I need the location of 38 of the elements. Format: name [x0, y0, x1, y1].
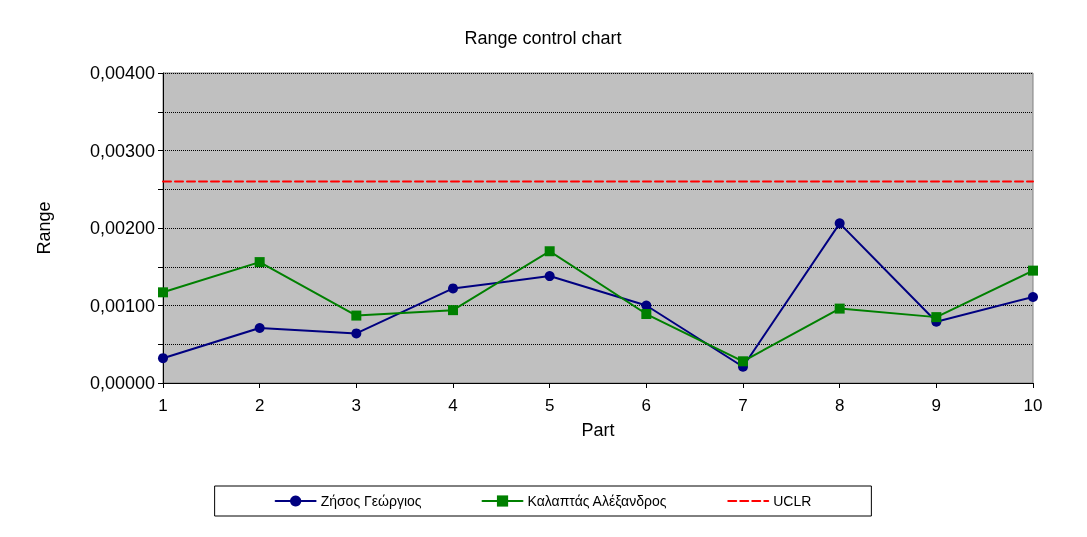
- y-axis-title: Range: [34, 201, 54, 255]
- point: [1028, 291, 1038, 302]
- x-tick-label: 10: [1023, 396, 1043, 415]
- x-axis-title: Part: [581, 420, 615, 440]
- x-tick-label: 7: [738, 396, 748, 415]
- point: [448, 305, 458, 316]
- point: [158, 353, 168, 364]
- point: [351, 310, 362, 321]
- y-tick-label: 0,00300: [89, 140, 155, 161]
- x-tick-label: 4: [448, 396, 458, 415]
- point: [641, 309, 652, 320]
- point: [931, 312, 942, 323]
- point: [738, 356, 748, 367]
- point: [544, 246, 555, 257]
- x-tick-label: 3: [351, 396, 362, 415]
- x-tick-label: 8: [834, 396, 845, 415]
- y-tick-label: 0,00200: [89, 218, 155, 238]
- point: [544, 271, 555, 282]
- x-tick-label: 1: [158, 396, 168, 415]
- legend-label: Καλαπτάς Αλέξανδρος: [527, 493, 667, 509]
- point: [351, 328, 362, 339]
- point: [1028, 265, 1038, 276]
- point: [254, 257, 265, 268]
- point: [834, 303, 845, 314]
- point: [254, 322, 265, 333]
- legend-label: UCLR: [773, 493, 812, 509]
- point: [158, 287, 168, 298]
- y-tick-label: 0,00000: [89, 373, 155, 393]
- x-tick-label: 2: [254, 396, 265, 415]
- y-tick-label: 0,00100: [89, 295, 155, 316]
- x-tick-label: 9: [931, 396, 942, 415]
- x-tick-label: 6: [641, 396, 652, 415]
- point: [834, 218, 845, 229]
- chart-title: Range control chart: [464, 28, 622, 48]
- x-tick-label: 5: [544, 396, 555, 415]
- y-tick-label: 0,00400: [89, 63, 155, 83]
- legend-label: Ζήσος Γεώργιος: [320, 493, 422, 509]
- point: [448, 283, 458, 294]
